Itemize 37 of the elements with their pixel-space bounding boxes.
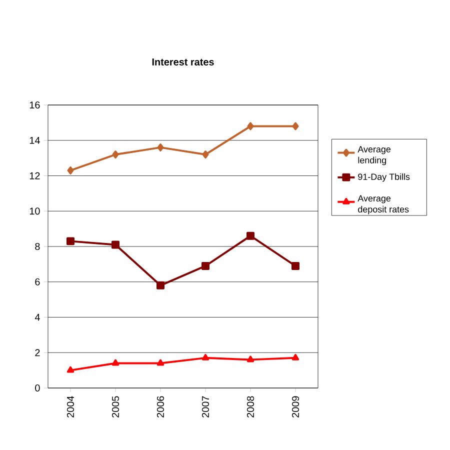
point — [246, 232, 254, 240]
y-tick-label: 8 — [35, 242, 40, 250]
y-tick-label: 16 — [30, 101, 40, 109]
y-tick-label: 4 — [34, 314, 40, 321]
point — [67, 166, 74, 174]
point — [112, 359, 120, 366]
x-tick-label: 2004 — [66, 396, 74, 418]
point — [157, 143, 164, 152]
point — [202, 150, 209, 159]
point — [292, 262, 300, 270]
point — [246, 356, 254, 362]
y-tick-label: 0 — [35, 384, 40, 392]
x-tick-label: 2006 — [156, 396, 164, 418]
x-tick-label: 2007 — [202, 396, 210, 418]
point — [292, 122, 299, 130]
point — [112, 150, 119, 159]
point — [66, 237, 74, 246]
point — [66, 366, 74, 373]
point — [247, 122, 254, 130]
y-tick-label: 12 — [30, 172, 40, 180]
x-tick-label: 2008 — [246, 396, 254, 418]
legend-label: 91-Day Tbills — [358, 173, 410, 182]
x-tick-label: 2009 — [292, 396, 300, 418]
y-tick-label: 10 — [30, 208, 40, 215]
y-tick-label: 6 — [35, 278, 40, 286]
point — [156, 281, 164, 290]
point — [202, 262, 210, 270]
chart-title: Interest rates — [152, 58, 214, 66]
y-tick-label: 2 — [35, 349, 40, 356]
legend-label: Average lending — [358, 146, 391, 166]
point — [292, 354, 300, 360]
y-tick-label: 14 — [30, 136, 40, 144]
point — [156, 359, 164, 366]
point — [202, 354, 210, 360]
point — [112, 240, 120, 249]
legend-label: Average deposit rates — [358, 195, 409, 214]
x-tick-label: 2005 — [112, 396, 120, 418]
